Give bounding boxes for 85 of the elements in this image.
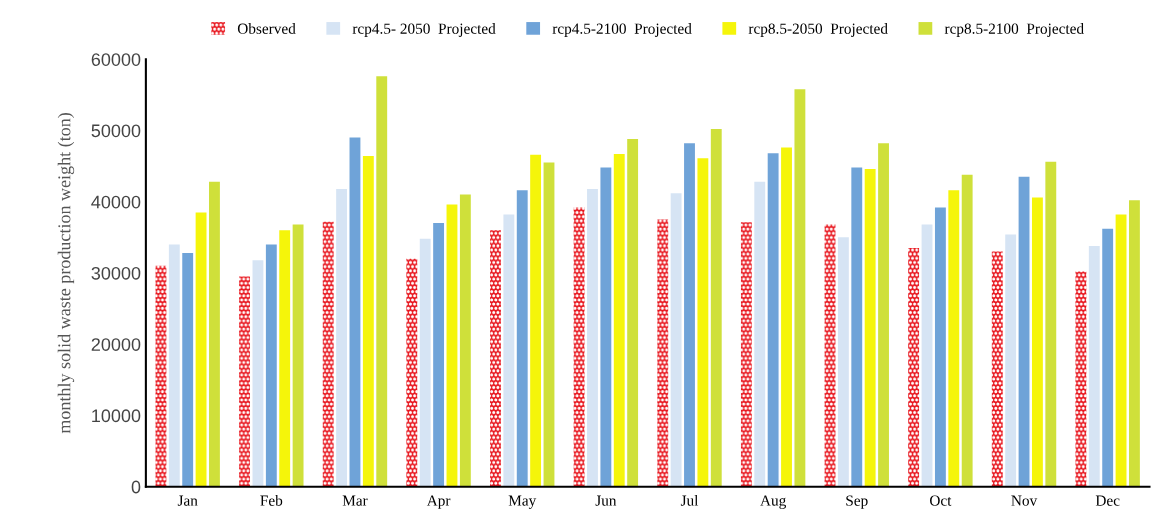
bar [265, 244, 277, 487]
bar [322, 221, 334, 487]
bar [1005, 234, 1017, 487]
bar [657, 219, 669, 487]
legend-label: rcp4.5-2100 Projected [552, 23, 692, 37]
bar [168, 244, 180, 487]
bar [1018, 176, 1030, 487]
y-tick-label: 50000 [91, 124, 141, 138]
x-tick-label: Jul [680, 495, 699, 506]
bar [336, 188, 348, 487]
bar [767, 153, 779, 487]
bar [1129, 200, 1140, 487]
bar [754, 181, 766, 487]
bar [670, 193, 682, 487]
bar [710, 129, 722, 487]
bar [530, 154, 542, 487]
bar [627, 139, 639, 487]
bar [349, 137, 361, 487]
bar [543, 162, 555, 487]
bar [182, 253, 194, 487]
bar [878, 143, 889, 487]
x-tick-label: Feb [260, 495, 283, 506]
bar [362, 156, 374, 487]
bar [252, 260, 264, 487]
x-tick-label: Mar [342, 495, 368, 506]
bar [1115, 214, 1127, 487]
bar [573, 207, 585, 487]
bar [908, 248, 920, 487]
y-tick-label: 20000 [91, 338, 141, 351]
bar [794, 89, 806, 487]
x-tick-label: Sep [846, 495, 868, 509]
bar [864, 168, 876, 487]
bar [934, 207, 946, 487]
bar [837, 237, 849, 487]
legend-label: rcp8.5-2050 Projected [748, 23, 888, 37]
x-tick-label: Apr [426, 495, 451, 509]
bar [446, 204, 458, 487]
bar [961, 174, 973, 487]
bar [921, 224, 933, 487]
bar [600, 167, 612, 487]
legend-label: rcp8.5-2100 Projected [944, 23, 1084, 37]
bar [1031, 197, 1043, 487]
x-tick-label: Oct [930, 495, 952, 506]
x-tick-label: Jun [595, 495, 617, 506]
legend-label: rcp4.5- 2050 Projected [352, 23, 496, 37]
y-tick-label: 30000 [91, 266, 141, 280]
bar [195, 212, 207, 487]
bar [684, 143, 695, 487]
bar [1075, 271, 1087, 487]
bar [239, 276, 250, 487]
bar [740, 222, 752, 487]
bar [516, 190, 528, 487]
bar [376, 76, 388, 487]
bar [587, 188, 598, 487]
y-tick-label: 0 [131, 480, 141, 494]
bar [948, 190, 960, 487]
bar [490, 230, 501, 487]
bar [1102, 228, 1114, 487]
bar [406, 258, 418, 487]
bar [503, 214, 515, 487]
bar [1045, 161, 1057, 487]
y-axis-title: monthly solid waste production weight (ton) [57, 113, 75, 434]
legend-label: Observed [237, 23, 296, 34]
y-tick-label: 10000 [92, 409, 141, 423]
x-tick-label: Nov [1011, 495, 1038, 506]
y-tick-label: 60000 [91, 53, 141, 66]
y-tick-label: 40000 [91, 195, 141, 209]
x-tick-label: Jan [177, 495, 198, 506]
bar [697, 158, 709, 487]
bar [991, 251, 1003, 487]
x-tick-label: Dec [1095, 495, 1120, 506]
bar [824, 224, 836, 487]
x-tick-label: May [508, 495, 537, 509]
bar [433, 223, 445, 487]
bar [613, 153, 625, 487]
bar [781, 147, 792, 487]
x-tick-label: Aug [760, 495, 786, 509]
bar [419, 238, 431, 487]
bar [279, 230, 291, 487]
bar [209, 181, 220, 487]
bar [459, 194, 471, 487]
bar [1088, 245, 1100, 487]
bar [292, 224, 304, 487]
bar [155, 265, 167, 487]
bar [851, 167, 863, 487]
